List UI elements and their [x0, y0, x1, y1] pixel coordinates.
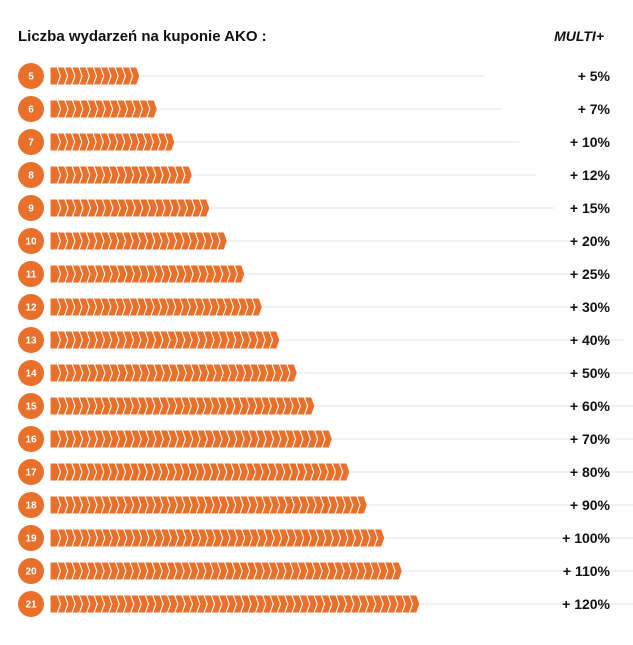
- bar-9: [49, 198, 211, 218]
- chart-title: Liczba wydarzeń na kuponie AKO :: [18, 28, 267, 45]
- bar-row-21: 21 + 120%: [18, 591, 633, 617]
- event-count-label: 16: [25, 435, 37, 446]
- bar-row-18: 18 + 90%: [18, 492, 633, 518]
- bar-7: [49, 132, 176, 152]
- event-count-badge: [18, 96, 44, 122]
- event-count-badge: [18, 162, 44, 188]
- bar-row-5: 5 + 5%: [18, 63, 611, 89]
- event-count-badge: [18, 492, 44, 518]
- bar-19: [49, 528, 386, 548]
- bar-row-9: 9 + 15%: [18, 195, 611, 221]
- event-count-badge: [18, 591, 44, 617]
- bar-18: [49, 495, 368, 515]
- event-count-label: 19: [25, 534, 37, 545]
- bonus-label: + 60%: [570, 398, 611, 414]
- bonus-label: + 15%: [570, 200, 611, 216]
- event-count-badge: [18, 525, 44, 551]
- bonus-label: + 25%: [570, 266, 611, 282]
- event-count-badge: [18, 426, 44, 452]
- bar-16: [49, 429, 333, 449]
- bar-row-12: 12 + 30%: [18, 294, 611, 320]
- bar-row-10: 10 + 20%: [18, 228, 611, 254]
- event-count-label: 10: [25, 237, 37, 248]
- bar-row-15: 15 + 60%: [18, 393, 633, 419]
- bar-12: [49, 297, 263, 317]
- bonus-label: + 80%: [570, 464, 611, 480]
- event-count-badge: [18, 228, 44, 254]
- bar-13: [49, 330, 281, 350]
- bar-row-20: 20 + 110%: [18, 558, 633, 584]
- bar-row-8: 8 + 12%: [18, 162, 611, 188]
- event-count-badge: [18, 63, 44, 89]
- bar-15: [49, 396, 316, 416]
- event-count-badge: [18, 195, 44, 221]
- event-count-badge: [18, 129, 44, 155]
- event-count-label: 12: [25, 303, 37, 314]
- bonus-label: + 70%: [570, 431, 611, 447]
- bonus-label: + 7%: [578, 101, 611, 117]
- bar-17: [49, 462, 351, 482]
- event-count-badge: [18, 558, 44, 584]
- bonus-label: + 5%: [578, 68, 611, 84]
- bar-8: [49, 165, 193, 185]
- event-count-label: 9: [28, 204, 34, 215]
- bonus-label: + 120%: [562, 596, 610, 612]
- event-count-label: 8: [28, 171, 34, 182]
- event-count-label: 20: [25, 567, 37, 578]
- event-count-badge: [18, 459, 44, 485]
- event-count-label: 6: [28, 105, 34, 116]
- bonus-label: + 12%: [570, 167, 611, 183]
- event-count-badge: [18, 360, 44, 386]
- multi-column-label: MULTI+: [554, 28, 604, 44]
- bar-21: [49, 594, 421, 614]
- bar-row-14: 14 + 50%: [18, 360, 633, 386]
- bonus-label: + 30%: [570, 299, 611, 315]
- bonus-label: + 110%: [563, 563, 611, 579]
- bar-5: [49, 66, 141, 86]
- event-count-badge: [18, 327, 44, 353]
- bar-row-19: 19 + 100%: [18, 525, 633, 551]
- event-count-badge: [18, 393, 44, 419]
- bonus-label: + 90%: [570, 497, 611, 513]
- bar-row-11: 11 + 25%: [18, 261, 611, 287]
- bar-row-6: 6 + 7%: [18, 96, 611, 122]
- bar-20: [49, 561, 403, 581]
- event-count-badge: [18, 294, 44, 320]
- event-count-label: 17: [25, 468, 37, 479]
- event-count-label: 21: [25, 600, 37, 611]
- bar-6: [49, 99, 158, 119]
- event-count-label: 11: [26, 270, 37, 281]
- event-count-label: 5: [28, 72, 34, 83]
- bar-row-16: 16 + 70%: [18, 426, 633, 452]
- bonus-label: + 10%: [570, 134, 611, 150]
- bar-14: [49, 363, 298, 383]
- event-count-label: 7: [28, 138, 34, 149]
- bonus-label: + 40%: [570, 332, 611, 348]
- event-count-label: 14: [25, 369, 37, 380]
- bar-11: [49, 264, 246, 284]
- event-count-label: 18: [25, 501, 37, 512]
- event-count-label: 15: [25, 402, 37, 413]
- bar-row-13: 13 + 40%: [18, 327, 625, 353]
- bar-row-7: 7 + 10%: [18, 129, 611, 155]
- bar-10: [49, 231, 228, 251]
- bonus-label: + 50%: [570, 365, 611, 381]
- bonus-label: + 20%: [570, 233, 611, 249]
- bonus-label: + 100%: [562, 530, 610, 546]
- event-count-badge: [18, 261, 44, 287]
- event-count-label: 13: [25, 336, 37, 347]
- bar-row-17: 17 + 80%: [18, 459, 633, 485]
